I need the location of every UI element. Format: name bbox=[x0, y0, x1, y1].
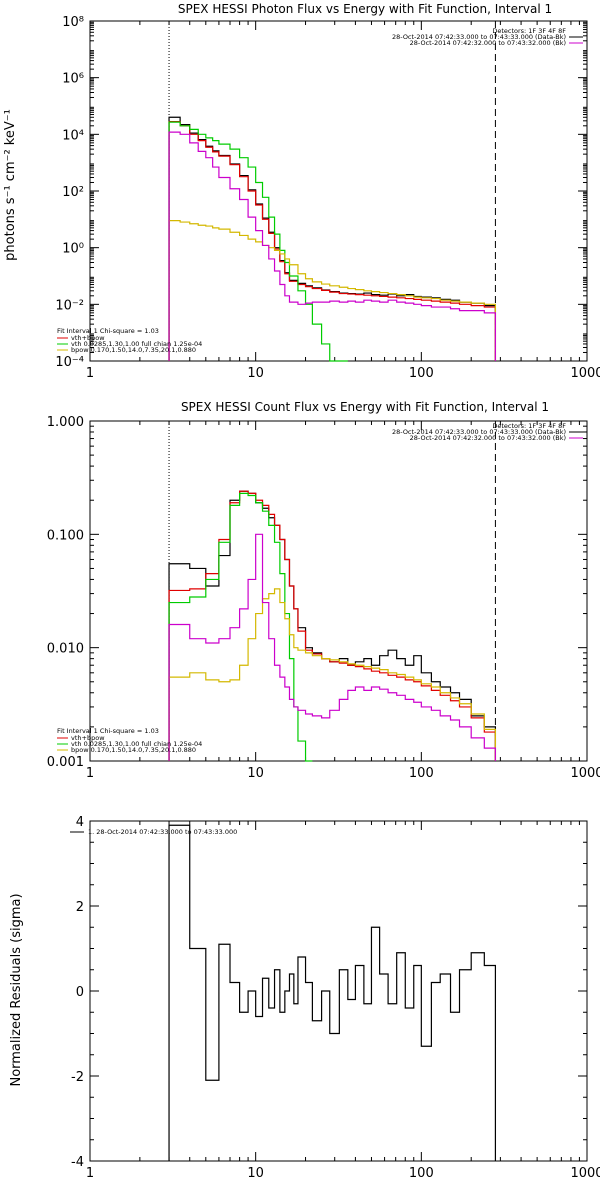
series-vth bbox=[168, 121, 348, 362]
panel3-legend: 1. 28-Oct-2014 07:42:33.000 to 07:43:33.… bbox=[70, 828, 237, 836]
panel1-frame bbox=[89, 20, 588, 362]
y-tick-label: 10⁻² bbox=[55, 298, 84, 313]
panel3-ylabel: Normalized Residuals (sigma) bbox=[9, 893, 24, 1086]
panel1-legend-detectors: Detectors: 1F 3F 4F 8F bbox=[492, 27, 566, 35]
x-tick-label: 1 bbox=[86, 1166, 94, 1181]
y-tick-label: 10⁰ bbox=[62, 242, 84, 257]
panel1-legend-top: Detectors: 1F 3F 4F 8F 28-Oct-2014 07:42… bbox=[392, 27, 583, 47]
series-data-bk bbox=[168, 116, 497, 361]
y-tick-label: 10⁸ bbox=[62, 15, 84, 30]
panel2-frame bbox=[89, 420, 588, 762]
y-tick-label: 10⁶ bbox=[62, 72, 84, 87]
x-tick-label: 1 bbox=[86, 366, 94, 381]
panel2-fit-info: Fit Interval 1 Chi-square = 1.03 bbox=[57, 727, 159, 735]
panel2-title: SPEX HESSI Count Flux vs Energy with Fit… bbox=[181, 400, 549, 414]
y-tick-label: 10² bbox=[62, 185, 84, 200]
series-vth bbox=[168, 492, 313, 762]
panel1-fit-info: Fit Interval 1 Chi-square = 1.03 bbox=[57, 327, 159, 335]
x-tick-label: 100 bbox=[409, 1166, 434, 1181]
panel1-legend-bk: 28-Oct-2014 07:42:32.000 to 07:43:32.000… bbox=[410, 39, 566, 47]
series-bk bbox=[168, 131, 497, 361]
x-tick-label: 1000 bbox=[570, 366, 600, 381]
panel2-legend-detectors: Detectors: 1F 3F 4F 8F bbox=[492, 422, 566, 430]
panel3-legend-label: 1. 28-Oct-2014 07:42:33.000 to 07:43:33.… bbox=[88, 828, 237, 836]
y-tick-label: 2 bbox=[76, 900, 84, 915]
y-tick-label: -2 bbox=[71, 1070, 84, 1085]
y-tick-label: 0 bbox=[76, 985, 84, 1000]
x-tick-label: 1000 bbox=[570, 766, 600, 781]
y-tick-label: 0.100 bbox=[47, 528, 84, 543]
panel1-legend-data: 28-Oct-2014 07:42:33.000 to 07:43:33.000… bbox=[392, 33, 566, 41]
x-tick-label: 1000 bbox=[570, 1166, 600, 1181]
y-tick-label: 4 bbox=[76, 815, 84, 830]
x-tick-label: 10 bbox=[247, 366, 264, 381]
panel2-legend-bottom: Fit Interval 1 Chi-square = 1.03 vth+bpo… bbox=[57, 727, 202, 754]
x-tick-label: 10 bbox=[247, 1166, 264, 1181]
series-bpow bbox=[168, 588, 497, 761]
panel3-frame bbox=[89, 820, 588, 1162]
y-tick-label: 10⁻⁴ bbox=[55, 355, 84, 370]
y-tick-label: -4 bbox=[71, 1155, 84, 1170]
y-tick-label: 1.000 bbox=[47, 415, 84, 430]
series-vth+bpow bbox=[168, 490, 497, 761]
panel2-legend-bk: 28-Oct-2014 07:42:32.000 to 07:43:32.000… bbox=[410, 434, 566, 442]
series-vth+bpow bbox=[168, 121, 497, 361]
panel1-plot: 1 10 100 1000 10⁻⁴ 10⁻² 10⁰ 10² 10⁴ 10⁶ 10⁸ bbox=[55, 15, 600, 381]
x-tick-label: 100 bbox=[409, 366, 434, 381]
panel1-ylabel: photons s⁻¹ cm⁻² keV⁻¹ bbox=[3, 109, 18, 261]
series-bk bbox=[168, 533, 497, 761]
x-tick-label: 1 bbox=[86, 766, 94, 781]
panel2-legend-top: Detectors: 1F 3F 4F 8F 28-Oct-2014 07:42… bbox=[392, 422, 583, 442]
x-tick-label: 100 bbox=[409, 766, 434, 781]
series-residuals bbox=[168, 824, 497, 1161]
panel2-legend-data: 28-Oct-2014 07:42:33.000 to 07:43:33.000… bbox=[392, 428, 566, 436]
y-tick-label: 0.001 bbox=[47, 755, 84, 770]
panel2-bpow-label: bpow 0.170,1.50,14.0,7.35,20.1,0.880 bbox=[71, 746, 196, 754]
series-data-bk bbox=[168, 490, 497, 761]
x-tick-label: 10 bbox=[247, 766, 264, 781]
series-bpow bbox=[168, 220, 497, 361]
panel1-vth-label: vth 0.0285,1.30,1.00 full chian 1.25e-04 bbox=[71, 340, 202, 348]
panel1-title: SPEX HESSI Photon Flux vs Energy with Fi… bbox=[178, 2, 552, 16]
panel1-bpow-label: bpow 0.170,1.50,14.0,7.35,20.1,0.880 bbox=[71, 346, 196, 354]
panel1-legend-bottom: Fit Interval 1 Chi-square = 1.03 vth+bpo… bbox=[57, 327, 202, 354]
y-tick-label: 10⁴ bbox=[62, 128, 84, 143]
panel2-plot: 1 10 100 1000 0.001 0.010 0.100 1.000 bbox=[47, 415, 600, 781]
panel2-vth-label: vth 0.0285,1.30,1.00 full chian 1.25e-04 bbox=[71, 740, 202, 748]
panel1-total-label: vth+bpow bbox=[71, 334, 105, 342]
y-tick-label: 0.010 bbox=[47, 642, 84, 657]
panel3-plot: 1 10 100 1000 -4 -2 0 2 4 bbox=[71, 815, 600, 1181]
panel2-total-label: vth+bpow bbox=[71, 734, 105, 742]
